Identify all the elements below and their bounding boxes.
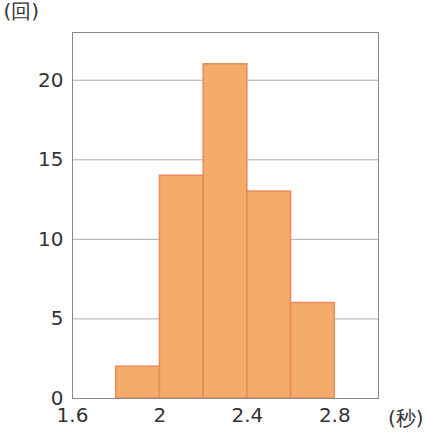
svg-text:0: 0 (51, 386, 64, 410)
svg-text:(回): (回) (4, 0, 40, 23)
svg-text:(秒): (秒) (388, 406, 424, 430)
svg-text:2.8: 2.8 (319, 403, 351, 427)
svg-text:20: 20 (38, 68, 63, 92)
svg-text:10: 10 (38, 227, 63, 251)
svg-text:15: 15 (38, 147, 63, 171)
svg-text:2.4: 2.4 (231, 403, 263, 427)
svg-text:2: 2 (154, 403, 167, 427)
svg-text:1.6: 1.6 (56, 402, 89, 427)
svg-text:5: 5 (51, 306, 64, 330)
